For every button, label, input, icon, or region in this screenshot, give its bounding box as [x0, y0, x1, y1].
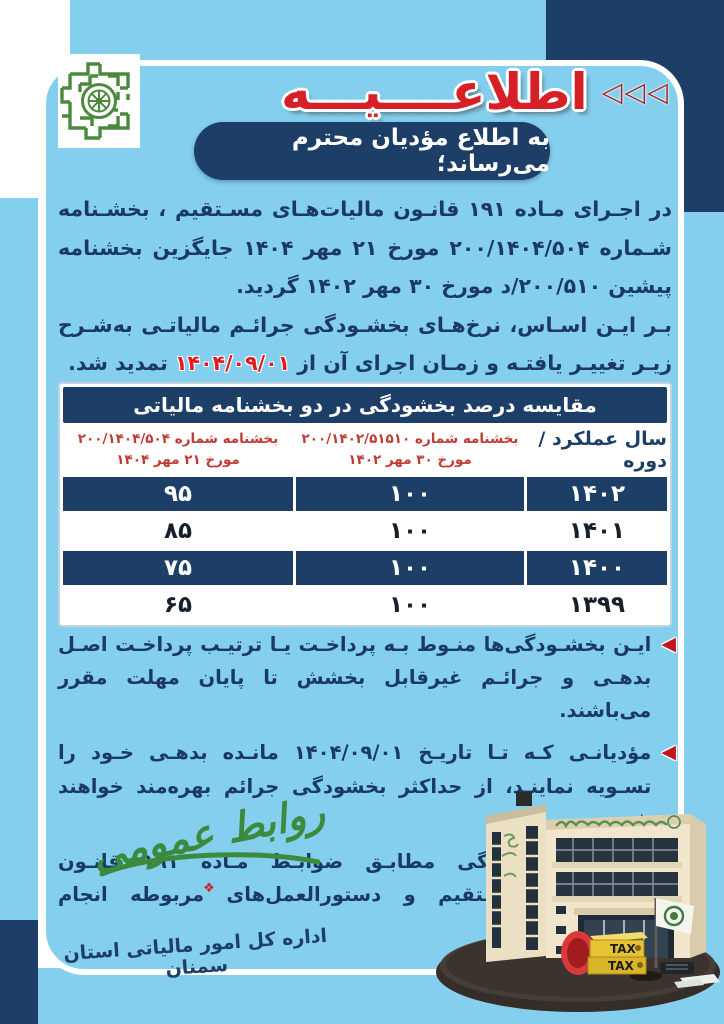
cell-old-value: ۱۰۰: [296, 588, 524, 622]
bullet-text: مؤدیانـی کـه تـا تاریـخ ۱۴۰۴/۰۹/۰۱ مانـد…: [58, 741, 652, 830]
bullet-item: ◀ مؤدیانـی کـه تـا تاریـخ ۱۴۰۴/۰۹/۰۱ مان…: [58, 736, 676, 835]
tax-building-illustration: TAX TAX: [436, 792, 720, 1012]
new-circular-date: مورخ ۲۱ مهر ۱۴۰۴: [116, 452, 240, 468]
cell-year: ۱۴۰۰: [527, 551, 667, 585]
title-triple-arrow-icon: ◁◁◁: [601, 76, 670, 108]
notice-banner: به اطلاع مؤدیان محترم می‌رساند؛: [194, 122, 550, 180]
cell-new-value: ۹۵: [63, 477, 293, 511]
bullet-arrow-icon: ◀: [661, 741, 676, 764]
header-row: ◁◁◁ اطلاعــــیـــه: [240, 54, 670, 130]
table-title: مقایسه درصد بخشودگی در دو بخشنامه مالیات…: [63, 387, 667, 423]
comparison-table: مقایسه درصد بخشودگی در دو بخشنامه مالیات…: [58, 382, 672, 627]
column-header-old-circular: بخشنامه شماره ۲۰۰/۱۴۰۲/۵۱۵۱۰ مورخ ۳۰ مهر…: [296, 426, 524, 474]
extension-date: ۱۴۰۴/۰۹/۰۱: [175, 351, 291, 376]
announcement-card: ◁◁◁ اطلاعــــیـــه به اطلاع مؤدیان محترم…: [40, 54, 684, 980]
paragraph-2: بـر ایـن اسـاس، نرخ‌هـای بخشـودگی جرائـم…: [58, 306, 672, 383]
cell-year: ۱۴۰۱: [527, 514, 667, 548]
column-header-new-circular: بخشنامه شماره ۲۰۰/۱۴۰۴/۵۰۴ مورخ ۲۱ مهر ۱…: [63, 426, 293, 474]
cell-new-value: ۶۵: [63, 588, 293, 622]
column-header-year: سال عملکرد / دوره: [527, 426, 667, 474]
cell-old-value: ۱۰۰: [296, 551, 524, 585]
table-row: ۱۴۰۲ ۱۰۰ ۹۵: [63, 477, 667, 511]
background-left-strip: [0, 198, 38, 924]
signature-swoosh-icon: [99, 852, 321, 877]
table-row: ۱۳۹۹ ۱۰۰ ۶۵: [63, 588, 667, 622]
page-title: اطلاعــــیـــه: [280, 63, 588, 121]
notice-banner-text: به اطلاع مؤدیان محترم می‌رساند؛: [291, 125, 550, 177]
bullet-text: ایـن بخشـودگی‌ها منـوط بـه پرداخـت یـا ت…: [58, 633, 652, 723]
bullet-arrow-icon: ◀: [661, 633, 676, 655]
cell-year: ۱۴۰۲: [527, 477, 667, 511]
table-header-row: سال عملکرد / دوره بخشنامه شماره ۲۰۰/۱۴۰۲…: [63, 426, 667, 474]
cell-new-value: ۷۵: [63, 551, 293, 585]
tax-box-label: TAX: [608, 959, 635, 973]
paragraph-1: در اجـرای مـاده ۱۹۱ قانـون مالیات‌هـای م…: [58, 197, 672, 299]
old-circular-date: مورخ ۳۰ مهر ۱۴۰۲: [348, 452, 472, 468]
new-circular-number: بخشنامه شماره ۲۰۰/۱۴۰۴/۵۰۴: [77, 431, 279, 448]
cell-old-value: ۱۰۰: [296, 514, 524, 548]
signature-dot-icon: ❖: [203, 881, 215, 896]
cell-year: ۱۳۹۹: [527, 588, 667, 622]
old-circular-number: بخشنامه شماره ۲۰۰/۱۴۰۲/۵۱۵۱۰: [301, 431, 519, 448]
cell-old-value: ۱۰۰: [296, 477, 524, 511]
bullet-item: ◀ ایـن بخشـودگی‌ها منـوط بـه پرداخـت یـا…: [58, 628, 676, 727]
table-row: ۱۴۰۱ ۱۰۰ ۸۵: [63, 514, 667, 548]
paragraph-2-text: بـر ایـن اسـاس، نرخ‌هـای بخشـودگی جرائـم…: [58, 312, 672, 376]
paragraph-2-tail: تمدید شد.: [68, 351, 176, 376]
background-navy-bottom-left: [0, 920, 38, 1024]
signature-block: روابط عمومی ❖: [64, 789, 354, 896]
tax-administration-logo-icon: [58, 54, 140, 148]
background-top-strip: [70, 0, 548, 64]
tax-box-label: TAX: [610, 942, 637, 956]
cell-new-value: ۸۵: [63, 514, 293, 548]
table-row: ۱۴۰۰ ۱۰۰ ۷۵: [63, 551, 667, 585]
